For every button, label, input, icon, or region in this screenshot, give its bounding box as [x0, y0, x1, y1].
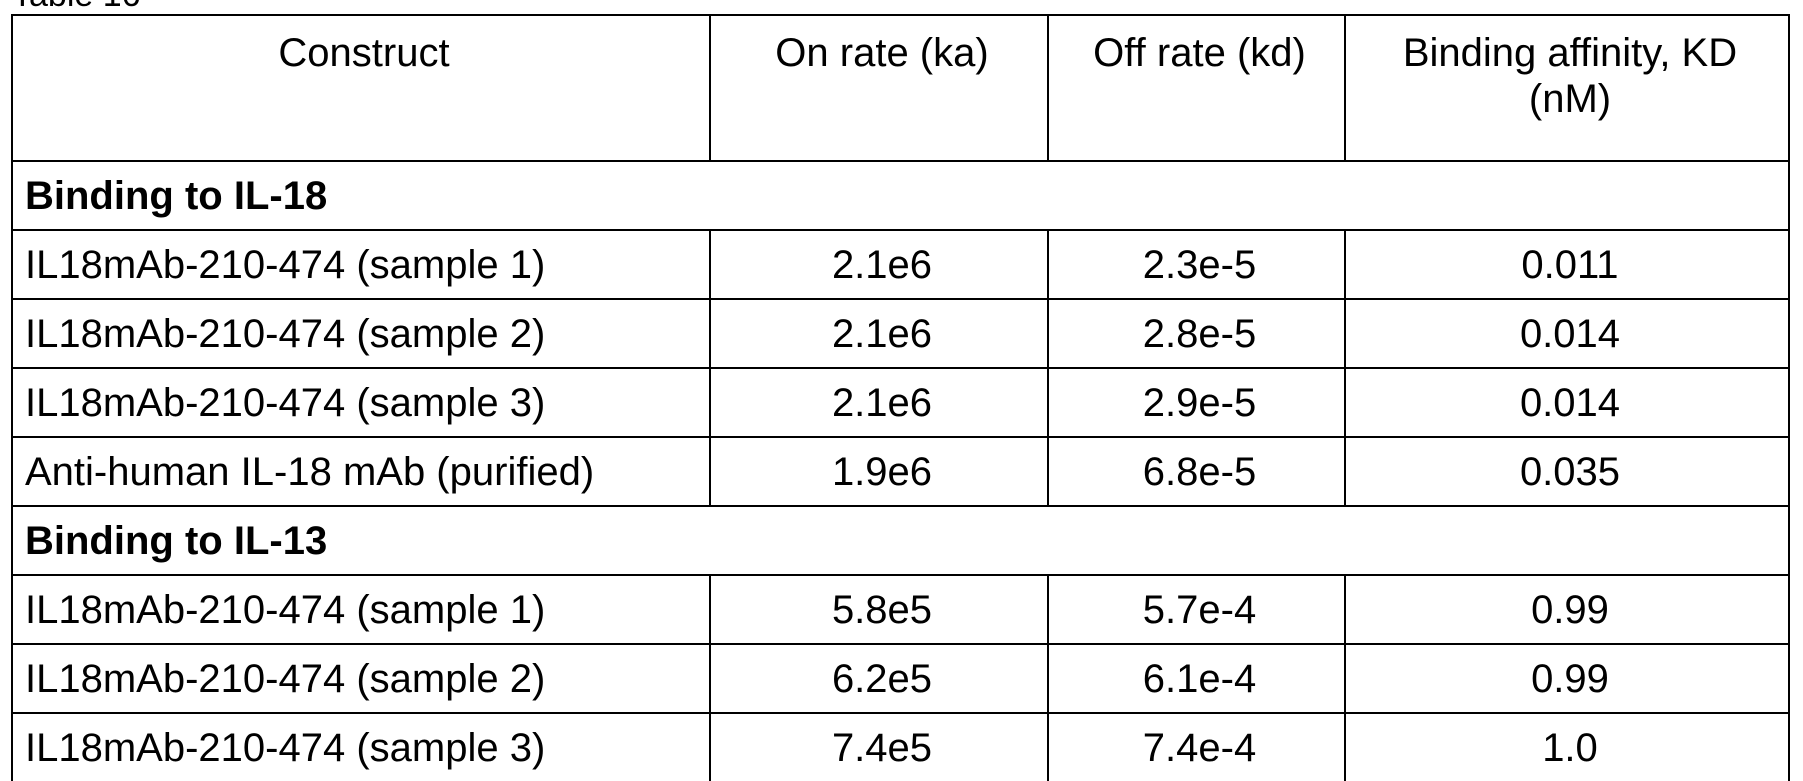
- section-row: Binding to IL-18: [12, 161, 1789, 230]
- value-cell: 0.014: [1345, 299, 1789, 368]
- caption: Table 16: [12, 0, 141, 15]
- value-cell: 6.1e-4: [1048, 644, 1345, 713]
- data-row: IL18mAb-210-474 (sample 3)7.4e57.4e-41.0: [12, 713, 1789, 781]
- data-row: IL18mAb-210-474 (sample 2)2.1e62.8e-50.0…: [12, 299, 1789, 368]
- section-title: Binding to IL-18: [12, 161, 1789, 230]
- value-cell: 2.3e-5: [1048, 230, 1345, 299]
- value-cell: 2.9e-5: [1048, 368, 1345, 437]
- value-cell: 5.7e-4: [1048, 575, 1345, 644]
- header-cell: Construct: [12, 15, 710, 161]
- construct-cell: IL18mAb-210-474 (sample 2): [12, 644, 710, 713]
- construct-cell: IL18mAb-210-474 (sample 2): [12, 299, 710, 368]
- section-title: Binding to IL-13: [12, 506, 1789, 575]
- header-row: ConstructOn rate (ka)Off rate (kd)Bindin…: [12, 15, 1789, 161]
- construct-cell: IL18mAb-210-474 (sample 3): [12, 713, 710, 781]
- value-cell: 0.011: [1345, 230, 1789, 299]
- value-cell: 0.035: [1345, 437, 1789, 506]
- value-cell: 6.2e5: [710, 644, 1048, 713]
- value-cell: 0.99: [1345, 644, 1789, 713]
- value-cell: 0.014: [1345, 368, 1789, 437]
- value-cell: 6.8e-5: [1048, 437, 1345, 506]
- value-cell: 1.0: [1345, 713, 1789, 781]
- data-row: IL18mAb-210-474 (sample 2)6.2e56.1e-40.9…: [12, 644, 1789, 713]
- construct-cell: IL18mAb-210-474 (sample 1): [12, 575, 710, 644]
- value-cell: 1.9e6: [710, 437, 1048, 506]
- data-row: Anti-human IL-18 mAb (purified)1.9e66.8e…: [12, 437, 1789, 506]
- value-cell: 5.8e5: [710, 575, 1048, 644]
- value-cell: 2.1e6: [710, 368, 1048, 437]
- data-row: IL18mAb-210-474 (sample 1)2.1e62.3e-50.0…: [12, 230, 1789, 299]
- value-cell: 7.4e5: [710, 713, 1048, 781]
- value-cell: 0.99: [1345, 575, 1789, 644]
- section-row: Binding to IL-13: [12, 506, 1789, 575]
- value-cell: 2.1e6: [710, 299, 1048, 368]
- table-body: Binding to IL-18IL18mAb-210-474 (sample …: [12, 161, 1789, 781]
- table: ConstructOn rate (ka)Off rate (kd)Bindin…: [11, 14, 1790, 781]
- header-cell: Binding affinity, KD (nM): [1345, 15, 1789, 161]
- header-cell: Off rate (kd): [1048, 15, 1345, 161]
- construct-cell: Anti-human IL-18 mAb (purified): [12, 437, 710, 506]
- data-row: IL18mAb-210-474 (sample 3)2.1e62.9e-50.0…: [12, 368, 1789, 437]
- construct-cell: IL18mAb-210-474 (sample 3): [12, 368, 710, 437]
- value-cell: 7.4e-4: [1048, 713, 1345, 781]
- data-row: IL18mAb-210-474 (sample 1)5.8e55.7e-40.9…: [12, 575, 1789, 644]
- construct-cell: IL18mAb-210-474 (sample 1): [12, 230, 710, 299]
- value-cell: 2.8e-5: [1048, 299, 1345, 368]
- header-cell: On rate (ka): [710, 15, 1048, 161]
- value-cell: 2.1e6: [710, 230, 1048, 299]
